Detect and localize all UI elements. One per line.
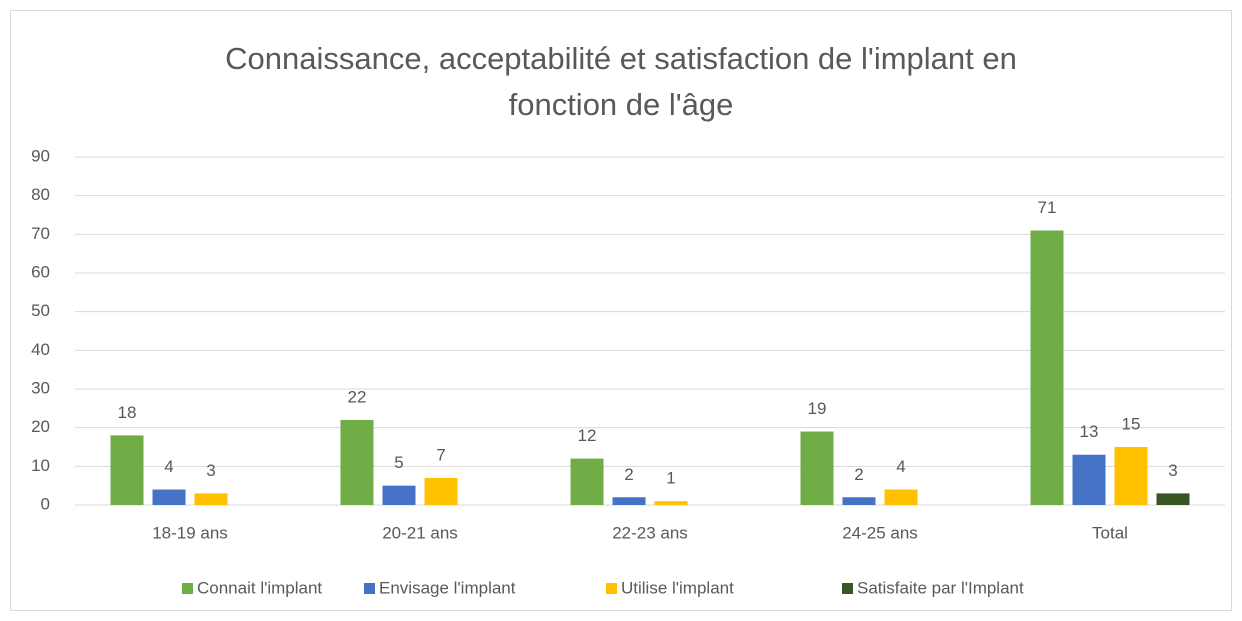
data-label: 3 <box>206 461 215 480</box>
legend-swatch <box>364 583 375 594</box>
legend-swatch <box>182 583 193 594</box>
y-tick-label: 20 <box>31 417 50 436</box>
bar <box>1156 493 1190 505</box>
bar <box>800 431 834 505</box>
data-label: 4 <box>896 457 905 476</box>
data-label: 5 <box>394 453 403 472</box>
legend-label: Connait l'implant <box>197 578 322 597</box>
data-label: 13 <box>1080 422 1099 441</box>
y-tick-label: 40 <box>31 340 50 359</box>
bar <box>1114 447 1148 505</box>
y-tick-label: 70 <box>31 224 50 243</box>
bar <box>340 419 374 505</box>
bar <box>570 458 604 505</box>
bar <box>884 489 918 505</box>
data-label: 2 <box>854 465 863 484</box>
x-tick-label: Total <box>1092 523 1128 542</box>
data-label: 22 <box>348 387 367 406</box>
y-tick-label: 60 <box>31 262 50 281</box>
bar <box>1072 454 1106 505</box>
bar <box>842 497 876 505</box>
y-tick-label: 90 <box>31 146 50 165</box>
bar <box>152 489 186 505</box>
y-tick-label: 80 <box>31 185 50 204</box>
chart-title: Connaissance, acceptabilité et satisfact… <box>225 41 1017 122</box>
y-tick-label: 0 <box>41 494 50 513</box>
legend-label: Satisfaite par l'Implant <box>857 578 1024 597</box>
data-label: 19 <box>808 399 827 418</box>
legend-label: Envisage l'implant <box>379 578 516 597</box>
data-label: 3 <box>1168 461 1177 480</box>
data-label: 2 <box>624 465 633 484</box>
chart-border <box>10 10 1232 611</box>
x-tick-label: 24-25 ans <box>842 523 918 542</box>
bar <box>654 501 688 505</box>
bar <box>382 485 416 505</box>
legend-label: Utilise l'implant <box>621 578 734 597</box>
bar <box>612 497 646 505</box>
data-label: 71 <box>1038 198 1057 217</box>
bar <box>110 435 144 505</box>
data-label: 7 <box>436 445 445 464</box>
y-tick-label: 10 <box>31 456 50 475</box>
data-label: 12 <box>578 426 597 445</box>
x-tick-label: 18-19 ans <box>152 523 228 542</box>
bar <box>1030 230 1064 505</box>
data-label: 4 <box>164 457 173 476</box>
x-tick-label: 22-23 ans <box>612 523 688 542</box>
legend-swatch <box>606 583 617 594</box>
y-tick-label: 50 <box>31 301 50 320</box>
y-tick-label: 30 <box>31 378 50 397</box>
bar <box>194 493 228 505</box>
data-label: 15 <box>1122 414 1141 433</box>
x-tick-label: 20-21 ans <box>382 523 458 542</box>
legend-swatch <box>842 583 853 594</box>
data-label: 18 <box>118 403 137 422</box>
bar <box>424 477 458 505</box>
data-label: 1 <box>666 469 675 488</box>
